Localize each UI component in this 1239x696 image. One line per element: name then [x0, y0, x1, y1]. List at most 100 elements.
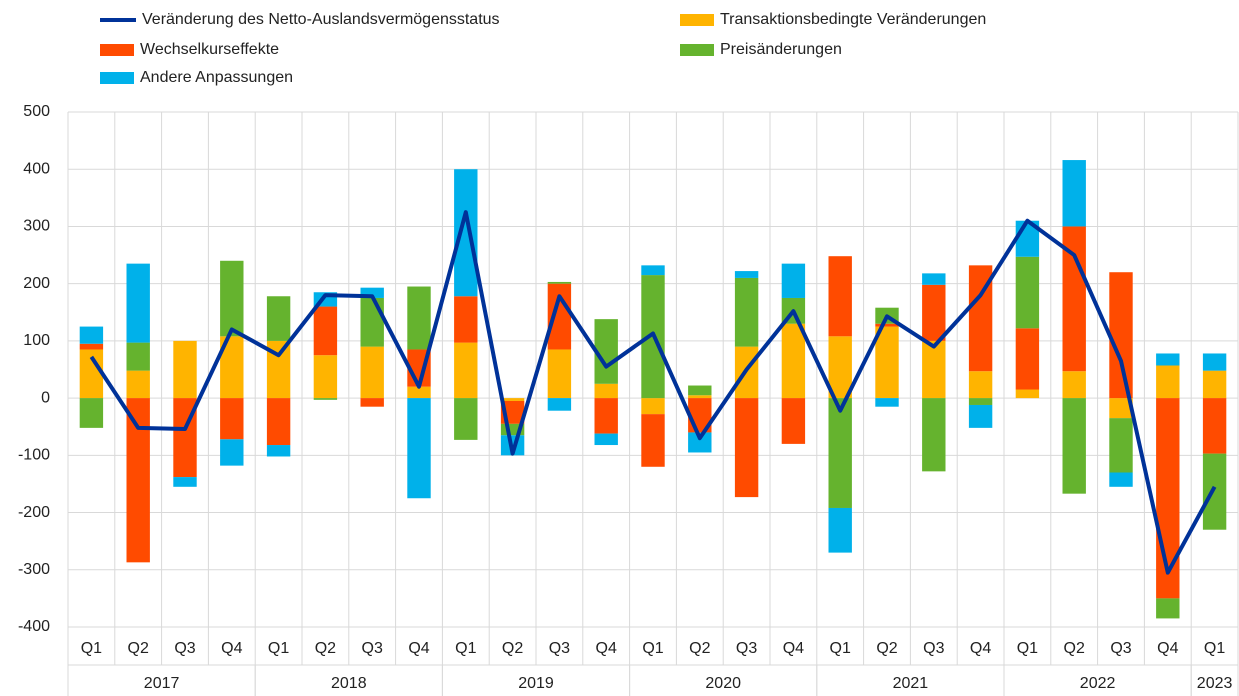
x-tick-label: Q1	[1017, 640, 1038, 657]
legend-swatch	[680, 44, 714, 56]
bar-segment	[781, 323, 806, 399]
y-tick-label: -400	[18, 618, 50, 635]
bar-segment	[266, 296, 291, 341]
bar-segment	[1109, 398, 1133, 419]
bar-segment	[79, 398, 104, 428]
x-tick-label: Q4	[221, 640, 242, 657]
bar-segment	[266, 340, 291, 399]
bar-segment	[688, 395, 712, 399]
bar-segment	[79, 326, 104, 344]
bar-segment	[875, 398, 899, 407]
bar-segment	[922, 284, 946, 341]
bar-segment	[547, 398, 572, 411]
bar-segment	[547, 349, 572, 399]
bar-segment	[922, 340, 946, 399]
bar-segment	[968, 265, 993, 372]
legend-label: Transaktionsbedingte Veränderungen	[720, 11, 986, 28]
bar-segment	[594, 319, 618, 384]
bar-segment	[126, 342, 150, 371]
bar-segment	[1156, 365, 1180, 399]
x-tick-label: Q4	[596, 640, 617, 657]
x-tick-label: Q2	[876, 640, 897, 657]
bar-segment	[547, 283, 572, 350]
bar-segment	[734, 271, 759, 278]
bar-segment	[1062, 160, 1086, 227]
y-tick-label: 0	[41, 389, 50, 406]
bar-segment	[968, 398, 993, 405]
bar-segment	[1156, 353, 1180, 366]
x-tick-label: Q2	[689, 640, 710, 657]
bar-segment	[828, 398, 852, 508]
bar-segment	[407, 398, 431, 499]
bar-segment	[1015, 389, 1040, 399]
x-tick-label: Q2	[315, 640, 336, 657]
line	[89, 210, 1217, 575]
bar-segment	[1202, 370, 1227, 399]
bar-segment	[173, 340, 197, 399]
bar-segment	[454, 398, 478, 440]
x-tick-label: Q2	[1064, 640, 1085, 657]
bar-segment	[1202, 453, 1227, 530]
x-tick-label: Q3	[923, 640, 944, 657]
bar-segment	[688, 385, 712, 396]
bar-segment	[173, 477, 197, 487]
bar-segment	[220, 439, 244, 466]
bar-segment	[1062, 226, 1086, 372]
bar-segment	[1015, 256, 1040, 329]
bar-segment	[828, 256, 852, 337]
legend-label: Preisänderungen	[720, 41, 842, 58]
legend-swatch	[100, 72, 134, 84]
y-tick-label: 200	[23, 275, 50, 292]
x-tick-label: Q3	[174, 640, 195, 657]
bar-segment	[220, 260, 244, 337]
bar-segment	[734, 277, 759, 347]
bar-segment	[266, 398, 291, 446]
bar-segment	[360, 346, 384, 399]
bar-segment	[407, 286, 431, 350]
bar-segment	[1202, 398, 1227, 454]
legend-label: Wechselkurseffekte	[140, 41, 279, 58]
bar-segment	[313, 398, 338, 400]
bar-segment	[828, 336, 852, 399]
bar-segment	[734, 398, 759, 498]
bar-segment	[126, 263, 150, 343]
x-tick-label: Q1	[455, 640, 476, 657]
bar-segment	[1015, 328, 1040, 390]
bar-segment	[968, 371, 993, 399]
legend-label: Andere Anpassungen	[140, 69, 293, 86]
bar-segment	[126, 370, 150, 399]
bar-segment	[1109, 272, 1133, 399]
bar-segment	[1062, 371, 1086, 399]
y-tick-label: 300	[23, 218, 50, 235]
year-label: 2019	[518, 675, 554, 692]
bar-segment	[79, 349, 104, 399]
x-tick-label: Q3	[1110, 640, 1131, 657]
y-tick-label: -200	[18, 504, 50, 521]
bar-segment	[1156, 598, 1180, 619]
bar-segment	[594, 398, 618, 434]
bar-segment	[781, 398, 806, 444]
x-tick-label: Q1	[268, 640, 289, 657]
x-tick-label: Q1	[1204, 640, 1225, 657]
bar-segment	[641, 398, 665, 415]
bar-segment	[220, 336, 244, 399]
x-tick-label: Q4	[970, 640, 991, 657]
bar-segment	[1062, 398, 1086, 494]
y-tick-label: 400	[23, 160, 50, 177]
bar-segment	[500, 398, 525, 401]
bar-segment	[454, 296, 478, 343]
bar-segment	[1202, 353, 1227, 371]
bar-segment	[79, 343, 104, 350]
y-tick-label: -300	[18, 561, 50, 578]
bar-segment	[220, 398, 244, 440]
year-label: 2022	[1080, 675, 1116, 692]
bar-segment	[1109, 418, 1133, 473]
x-tick-label: Q4	[1157, 640, 1178, 657]
bar-segment	[360, 287, 384, 298]
x-tick-label: Q4	[783, 640, 804, 657]
year-label: 2023	[1197, 675, 1233, 692]
bar-segment	[688, 432, 712, 453]
bar-segment	[454, 342, 478, 399]
x-tick-label: Q2	[128, 640, 149, 657]
bar-segment	[875, 323, 899, 327]
